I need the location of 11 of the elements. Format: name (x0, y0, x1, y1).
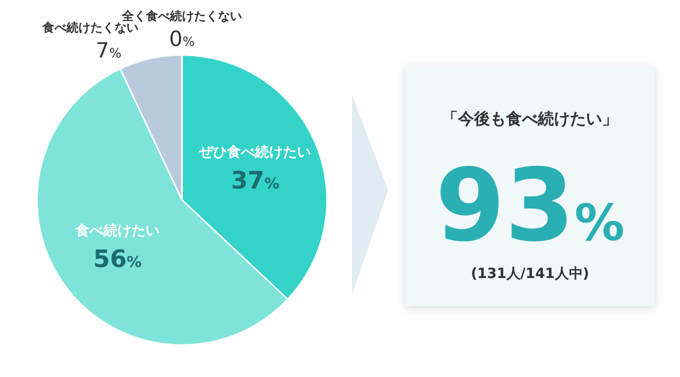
text: (131人/141人中) (470, 266, 590, 282)
slice-label: ぜひ食べ続けたい (198, 144, 312, 160)
text: 「今後も食べ続けたい」 (442, 109, 618, 128)
slice-label: 食べ続けたい (74, 222, 160, 239)
data-label: 37% (230, 166, 280, 194)
text: 0% (169, 27, 195, 51)
text: 93% (435, 147, 625, 264)
slice-label: 食べ続けたくない (42, 20, 139, 35)
data-label: 56% (93, 244, 142, 273)
category-label: 全く食べ続けたくない (122, 9, 242, 23)
data-label: 7% (96, 38, 122, 63)
